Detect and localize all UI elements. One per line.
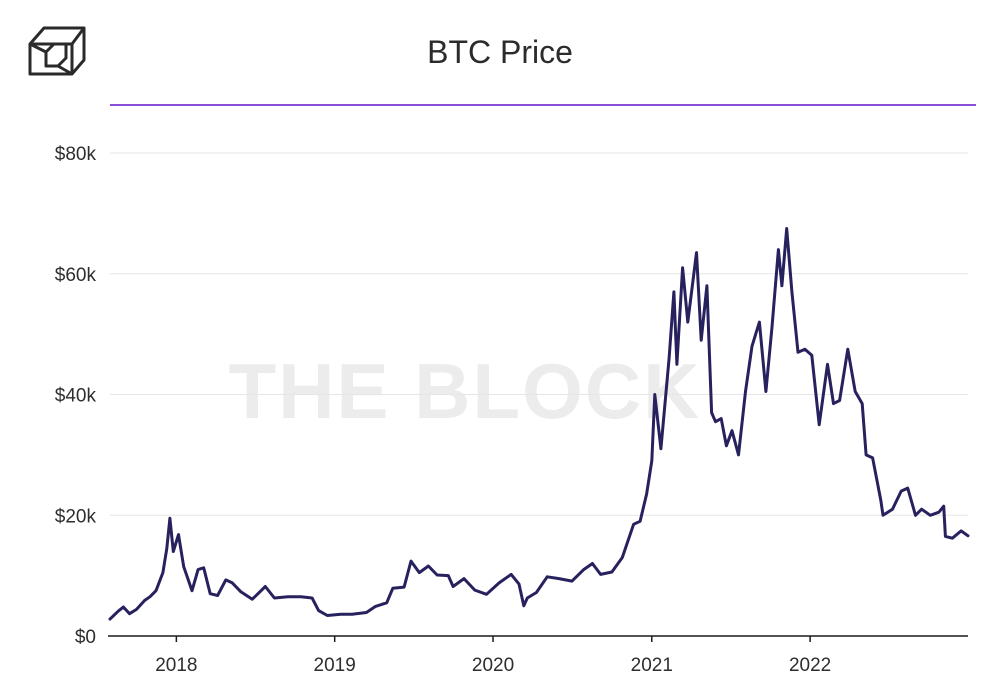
- x-tick-label: 2021: [631, 655, 673, 676]
- btc-price-line: [108, 227, 970, 621]
- y-axis-ticks: $0 $20k $40k $60k $80k: [55, 144, 97, 648]
- watermark: THE BLOCK: [229, 347, 702, 435]
- cube-logo-icon: [28, 26, 86, 76]
- x-tick-label: 2018: [155, 655, 197, 676]
- y-tick-label: $60k: [55, 265, 97, 286]
- grid-lines: [110, 152, 968, 516]
- y-tick-label: $20k: [55, 506, 97, 527]
- y-tick-label: $80k: [55, 144, 97, 165]
- chart-title: BTC Price: [427, 34, 573, 70]
- title-divider: [110, 104, 976, 106]
- x-tick-label: 2020: [472, 655, 514, 676]
- y-tick-label: $0: [75, 627, 96, 648]
- x-axis-ticks: 2018 2019 2020 2021 2022: [155, 636, 831, 676]
- x-tick-label: 2019: [314, 655, 356, 676]
- x-tick-label: 2022: [789, 655, 831, 676]
- y-tick-label: $40k: [55, 386, 97, 407]
